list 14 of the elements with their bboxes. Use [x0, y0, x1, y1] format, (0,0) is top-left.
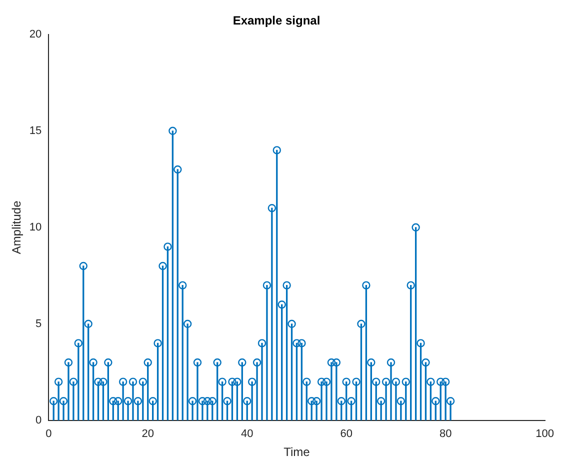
x-tick-label: 80: [439, 428, 452, 440]
x-tick-label: 60: [340, 428, 352, 440]
x-tick-label: 100: [536, 428, 554, 440]
x-tick-label: 40: [240, 428, 254, 440]
y-axis-title: Amplitude: [10, 200, 24, 254]
y-tick-label: 5: [36, 318, 42, 330]
y-tick-label: 15: [29, 124, 42, 137]
x-tick-label: 20: [142, 428, 154, 440]
x-axis-title: Time: [284, 445, 310, 460]
y-tick-label: 0: [36, 414, 42, 426]
y-tick-label: 10: [29, 221, 42, 234]
y-tick-label: 20: [29, 28, 42, 40]
x-tick-label: 0: [46, 428, 52, 440]
chart-title: Example signal: [232, 14, 320, 28]
